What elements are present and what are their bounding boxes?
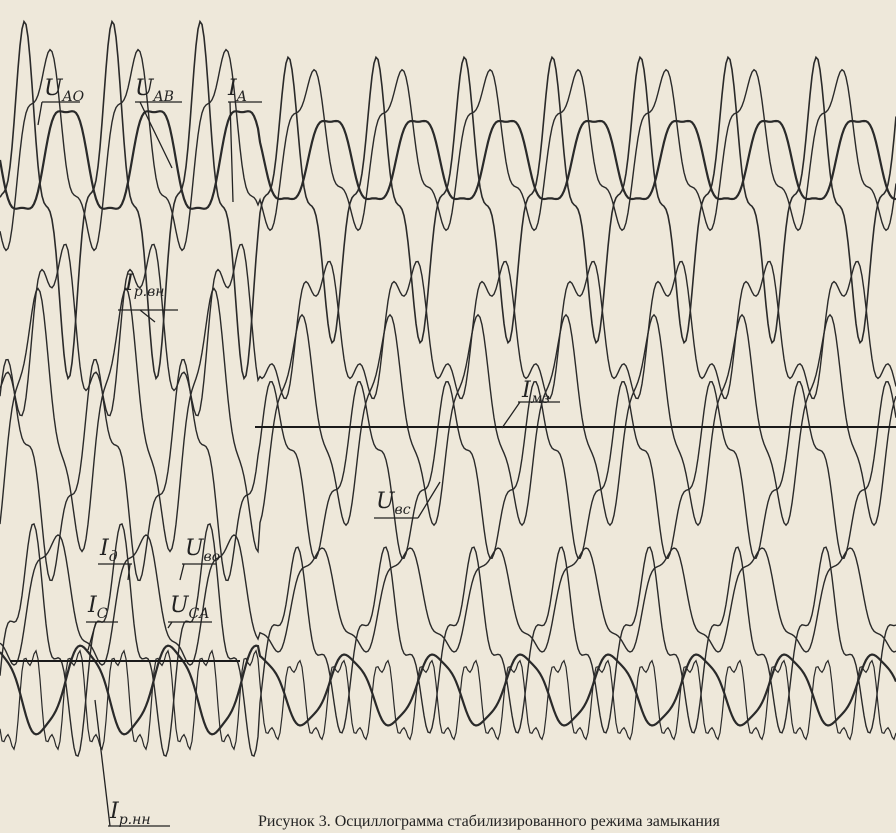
label-subscript: C bbox=[97, 606, 108, 622]
label-subscript: во bbox=[204, 549, 221, 565]
paper bbox=[0, 0, 896, 833]
label-subscript: д bbox=[109, 549, 118, 565]
label-symbol: U bbox=[135, 76, 155, 101]
oscillogram: UAO UAB IA Iр.вн Iмз Uвс Iд Uво IC UCA I… bbox=[0, 0, 896, 833]
label-symbol: U bbox=[170, 593, 190, 618]
page: {"figure": { "labels": [ {"symbol": "U",… bbox=[0, 0, 896, 833]
label-subscript: р.вн bbox=[134, 284, 165, 300]
label-symbol: U bbox=[376, 489, 396, 514]
label-subscript: CA bbox=[189, 606, 210, 622]
label-symbol: U bbox=[185, 536, 205, 561]
label-symbol: U bbox=[44, 76, 64, 101]
caption: Рисунок 3. Осциллограмма стабилизированн… bbox=[258, 813, 720, 830]
label-subscript: вс bbox=[395, 502, 411, 518]
label-subscript: мз bbox=[531, 391, 550, 407]
